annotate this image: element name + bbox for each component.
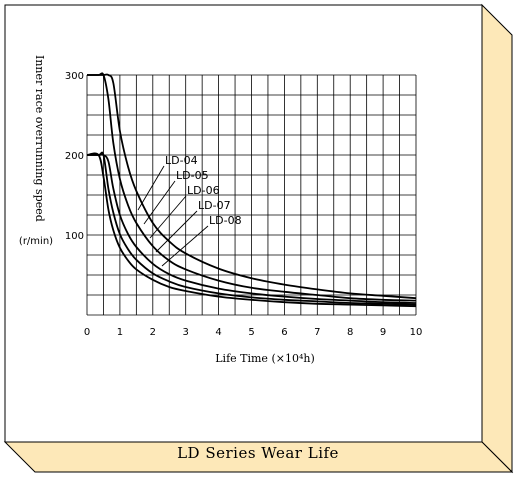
- legend-leader-ld-04: [137, 165, 165, 211]
- y-axis-unit: (r/min): [19, 236, 53, 247]
- legend-label-ld-06: LD-06: [187, 184, 220, 197]
- x-axis-title: Life Time (×10⁴h): [215, 352, 314, 365]
- legend-label-ld-07: LD-07: [198, 199, 231, 212]
- x-tick-label: 8: [347, 327, 353, 338]
- legend-leader-ld-08: [161, 225, 209, 267]
- legend-leader-ld-06: [149, 195, 187, 239]
- y-tick-label: 200: [65, 151, 84, 162]
- x-tick-label: 10: [410, 327, 423, 338]
- x-tick-label: 1: [117, 327, 123, 338]
- x-tick-label: 9: [380, 327, 386, 338]
- frame-right-face: [481, 3, 513, 474]
- series-line-ld-08: [86, 152, 417, 308]
- legend-label-ld-05: LD-05: [176, 169, 209, 182]
- frame-front: [4, 4, 483, 443]
- series-line-ld-06: [87, 153, 417, 304]
- x-tick-label: 2: [150, 327, 156, 338]
- x-tick-label: 0: [84, 327, 90, 338]
- y-tick-label: 300: [65, 71, 84, 82]
- series-line-ld-04: [86, 73, 417, 300]
- series-line-ld-07: [87, 151, 417, 306]
- grid: [86, 74, 417, 316]
- series-line-ld-05: [86, 72, 417, 302]
- legend-leader-ld-07: [155, 210, 198, 253]
- y-axis-title: Inner race overrunning speed: [33, 55, 46, 222]
- legend-label-ld-04: LD-04: [165, 154, 198, 167]
- x-tick-label: 6: [281, 327, 287, 338]
- chart-title: LD Series Wear Life: [177, 444, 339, 462]
- x-tick-label: 4: [215, 327, 221, 338]
- y-tick-label: 100: [65, 231, 84, 242]
- x-tick-label: 3: [183, 327, 189, 338]
- legend-label-ld-08: LD-08: [209, 214, 242, 227]
- x-tick-labels: 0 1 2 3 4 5 6 7 8 9 10: [84, 327, 423, 338]
- series-layer: [86, 72, 417, 308]
- y-tick-labels: 100 200 300: [65, 71, 84, 242]
- legend-layer: LD-04 LD-05 LD-06 LD-07 LD-08: [137, 154, 242, 267]
- x-tick-label: 5: [248, 327, 254, 338]
- legend-leader-ld-05: [143, 180, 176, 225]
- x-tick-label: 7: [314, 327, 320, 338]
